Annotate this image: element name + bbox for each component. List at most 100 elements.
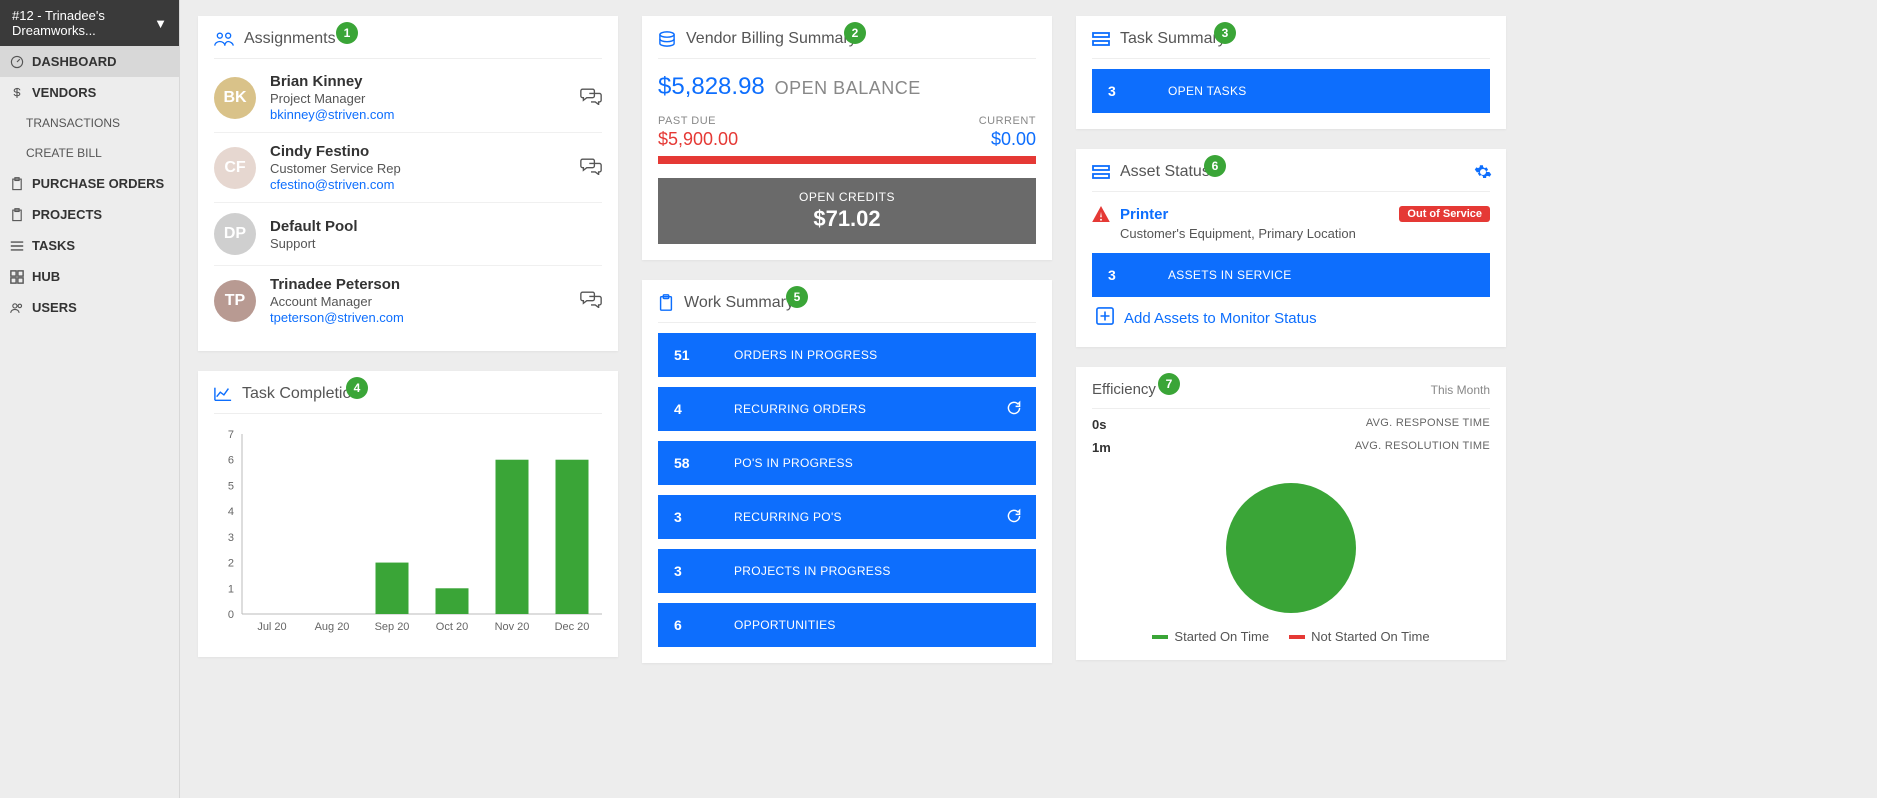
efficiency-period: This Month	[1431, 383, 1490, 397]
open-balance-label: OPEN BALANCE	[775, 78, 921, 98]
efficiency-pie	[1226, 483, 1356, 613]
svg-text:4: 4	[228, 506, 234, 518]
legend-label: Started On Time	[1174, 629, 1269, 644]
asset-meta: Customer's Equipment, Primary Location	[1120, 226, 1389, 241]
stack-icon	[658, 31, 676, 47]
stat-count: 51	[674, 347, 734, 363]
svg-text:6: 6	[228, 455, 234, 467]
chat-icon[interactable]	[580, 157, 602, 178]
asset-status-badge: Out of Service	[1399, 206, 1490, 222]
warning-icon	[1092, 206, 1110, 225]
legend-swatch	[1289, 635, 1305, 639]
task-completion-title: Task Completion	[242, 385, 360, 403]
legend-item: Started On Time	[1152, 629, 1269, 644]
assignee-role: Support	[270, 236, 602, 251]
stat-count: 58	[674, 455, 734, 471]
metric-label: AVG. RESPONSE TIME	[1366, 417, 1490, 432]
line-chart-icon	[214, 386, 232, 402]
assignee-role: Account Manager	[270, 294, 566, 309]
asset-name[interactable]: Printer	[1120, 206, 1389, 223]
stat-label: ORDERS IN PROGRESS	[734, 348, 877, 362]
nav: DASHBOARD VENDORS TRANSACTIONSCREATE BILL P…	[0, 46, 179, 323]
work-summary-row[interactable]: 4 RECURRING ORDERS	[658, 387, 1036, 431]
stat-label: OPPORTUNITIES	[734, 618, 836, 632]
open-tasks-count: 3	[1108, 83, 1168, 99]
legend-label: Not Started On Time	[1311, 629, 1430, 644]
workspace-selector[interactable]: #12 - Trinadee's Dreamworks... ▼	[0, 0, 179, 46]
avatar: DP	[214, 213, 256, 255]
assignee-email[interactable]: bkinney@striven.com	[270, 107, 566, 122]
nav-item-dashboard[interactable]: DASHBOARD	[0, 46, 179, 77]
add-assets-link[interactable]: Add Assets to Monitor Status	[1092, 297, 1490, 331]
assignee-email[interactable]: cfestino@striven.com	[270, 177, 566, 192]
svg-text:3: 3	[228, 532, 234, 544]
nav-item-tasks[interactable]: TASKS	[0, 230, 179, 261]
nav-item-purchase-orders[interactable]: PURCHASE ORDERS	[0, 168, 179, 199]
avatar: CF	[214, 147, 256, 189]
refresh-icon[interactable]	[1006, 508, 1022, 527]
add-assets-label: Add Assets to Monitor Status	[1124, 310, 1317, 327]
assets-in-service-label: ASSETS IN SERVICE	[1168, 268, 1292, 282]
nav-item-hub[interactable]: HUB	[0, 261, 179, 292]
legend-item: Not Started On Time	[1289, 629, 1430, 644]
assets-in-service-row[interactable]: 3 ASSETS IN SERVICE	[1092, 253, 1490, 297]
past-due-label: PAST DUE	[658, 115, 738, 127]
svg-text:Nov 20: Nov 20	[495, 621, 530, 633]
stat-count: 3	[674, 563, 734, 579]
efficiency-metric: 0s AVG. RESPONSE TIME	[1092, 417, 1490, 432]
open-credits-box[interactable]: OPEN CREDITS $71.02	[658, 178, 1036, 244]
nav-label: VENDORS	[32, 85, 96, 100]
gear-icon[interactable]	[1474, 163, 1492, 184]
current-label: CURRENT	[979, 115, 1036, 127]
svg-text:Aug 20: Aug 20	[315, 621, 350, 633]
nav-label: TASKS	[32, 238, 75, 253]
work-summary-row[interactable]: 3 PROJECTS IN PROGRESS	[658, 549, 1036, 593]
svg-text:5: 5	[228, 480, 234, 492]
nav-label: USERS	[32, 300, 77, 315]
clipboard-icon	[10, 208, 24, 222]
nav-sub-create-bill[interactable]: CREATE BILL	[0, 138, 179, 168]
rows-icon	[1092, 32, 1110, 46]
assignment-row: BK Brian Kinney Project Manager bkinney@…	[214, 63, 602, 133]
stat-count: 4	[674, 401, 734, 417]
assignments-title: Assignments	[244, 30, 336, 48]
work-summary-row[interactable]: 58 PO'S IN PROGRESS	[658, 441, 1036, 485]
chat-icon[interactable]	[580, 290, 602, 311]
nav-item-users[interactable]: USERS	[0, 292, 179, 323]
assignments-card: Assignments 1 BK Brian Kinney Project Ma…	[198, 16, 618, 351]
chat-icon[interactable]	[580, 87, 602, 108]
work-summary-row[interactable]: 6 OPPORTUNITIES	[658, 603, 1036, 647]
nav-label: PURCHASE ORDERS	[32, 176, 164, 191]
assignment-row: CF Cindy Festino Customer Service Rep cf…	[214, 133, 602, 203]
open-balance-amount: $5,828.98	[658, 73, 765, 100]
open-credits-label: OPEN CREDITS	[658, 190, 1036, 204]
callout-badge-3: 3	[1214, 22, 1236, 44]
refresh-icon[interactable]	[1006, 400, 1022, 419]
assignment-row: TP Trinadee Peterson Account Manager tpe…	[214, 266, 602, 335]
clipboard-icon	[10, 177, 24, 191]
stat-count: 3	[674, 509, 734, 525]
assignee-email[interactable]: tpeterson@striven.com	[270, 310, 566, 325]
dashboard-main: Assignments 1 BK Brian Kinney Project Ma…	[180, 0, 1877, 798]
work-summary-card: Work Summary 5 51 ORDERS IN PROGRESS 4 R…	[642, 280, 1052, 663]
work-summary-row[interactable]: 51 ORDERS IN PROGRESS	[658, 333, 1036, 377]
work-summary-title: Work Summary	[684, 294, 794, 312]
nav-item-projects[interactable]: PROJECTS	[0, 199, 179, 230]
callout-badge-4: 4	[346, 377, 368, 399]
stat-label: RECURRING ORDERS	[734, 402, 866, 416]
nav-label: DASHBOARD	[32, 54, 117, 69]
nav-sub-transactions[interactable]: TRANSACTIONS	[0, 108, 179, 138]
stat-label: PO'S IN PROGRESS	[734, 456, 853, 470]
open-tasks-row[interactable]: 3 OPEN TASKS	[1092, 69, 1490, 113]
current-amount: $0.00	[979, 129, 1036, 150]
callout-badge-1: 1	[336, 22, 358, 44]
nav-item-vendors[interactable]: VENDORS	[0, 77, 179, 108]
svg-text:7: 7	[228, 429, 234, 441]
nav-label: PROJECTS	[32, 207, 102, 222]
assignee-name: Cindy Festino	[270, 143, 566, 160]
svg-text:Dec 20: Dec 20	[555, 621, 590, 633]
task-completion-chart: 01234567Jul 20Aug 20Sep 20Oct 20Nov 20De…	[214, 418, 602, 641]
work-summary-row[interactable]: 3 RECURRING PO'S	[658, 495, 1036, 539]
balance-bar	[658, 156, 1036, 164]
people-icon	[214, 31, 234, 47]
